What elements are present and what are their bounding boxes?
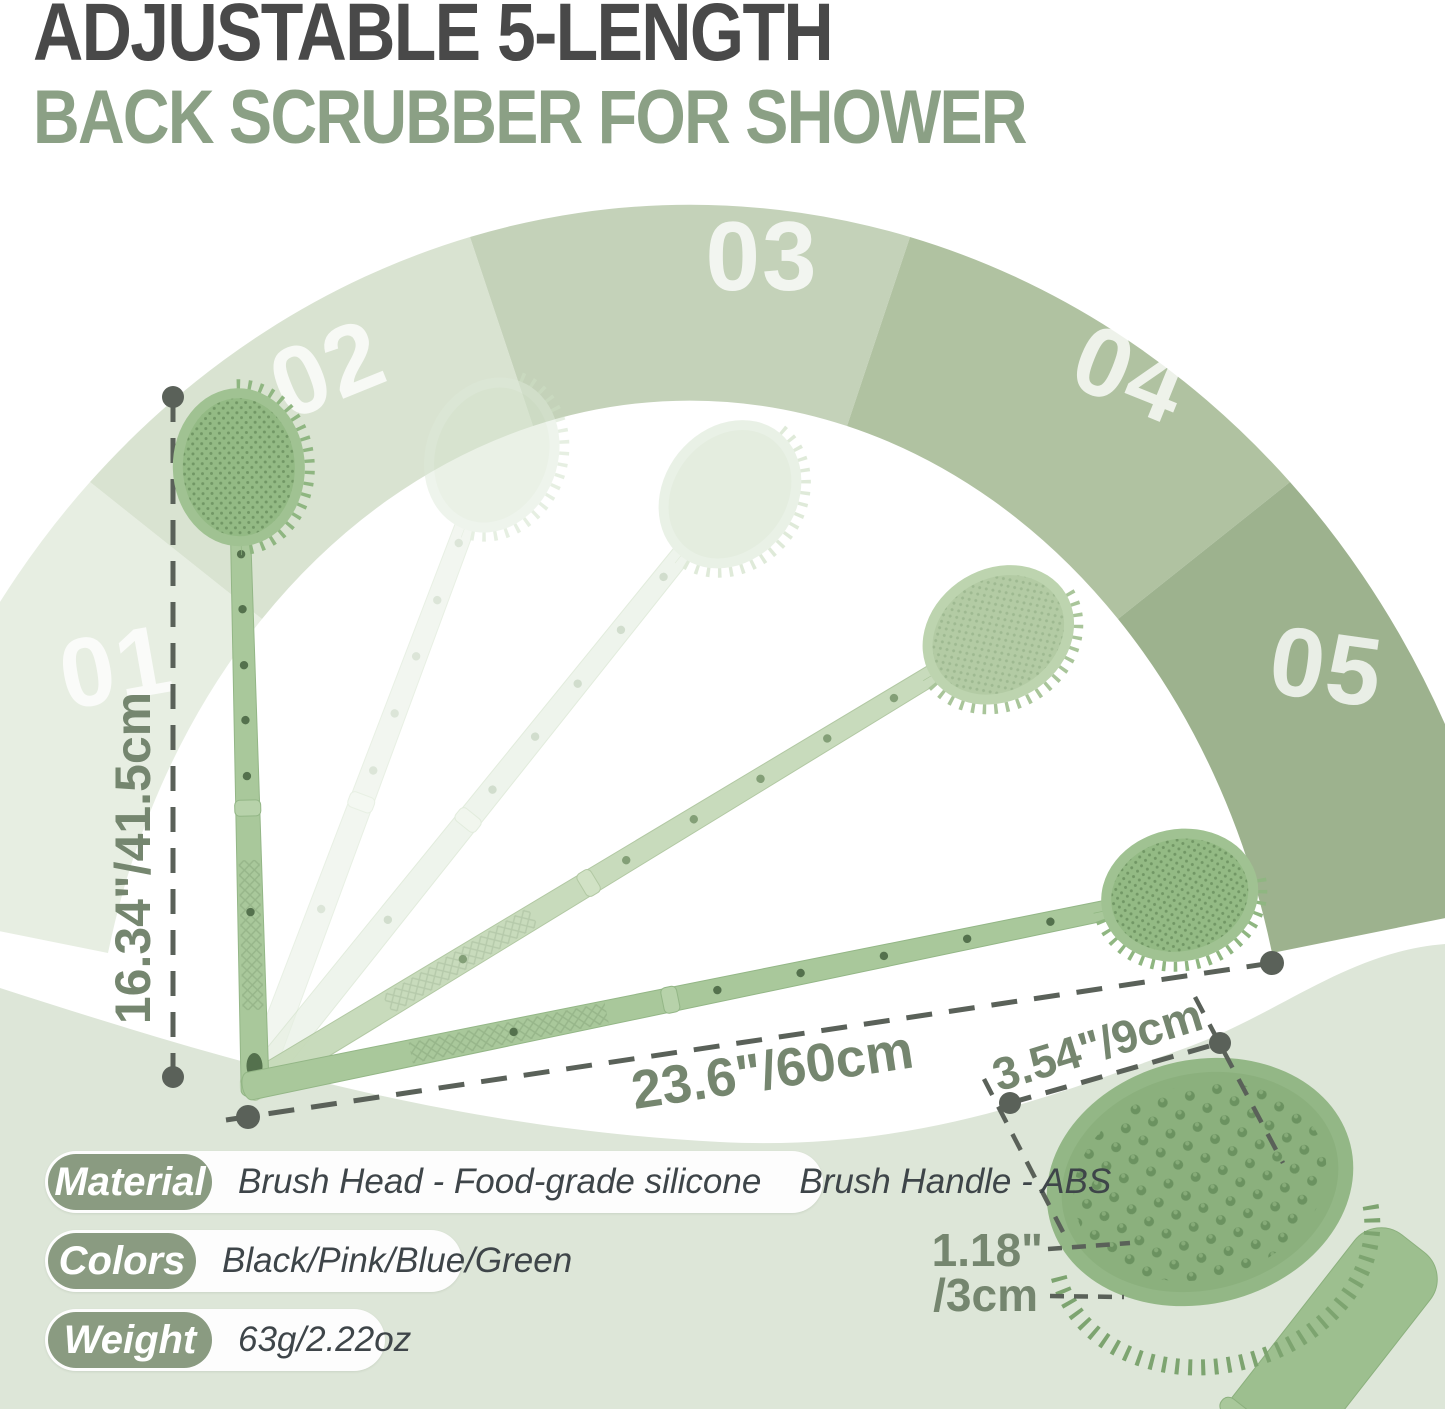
head-thickness-measurement-lines bbox=[1047, 1240, 1131, 1300]
brush-position-2-ghost bbox=[239, 372, 570, 1100]
arc-segment-04 bbox=[847, 237, 1290, 619]
arc-number-03: 03 bbox=[705, 201, 818, 311]
head-thickness-label-cm: /3cm bbox=[933, 1269, 1038, 1321]
spec-label-weight: Weight bbox=[48, 1312, 212, 1368]
spec-list: Material Brush Head - Food-grade silicon… bbox=[45, 1151, 1111, 1388]
spec-row-colors: Colors Black/Pink/Blue/Green bbox=[45, 1230, 572, 1292]
title-line-1: ADJUSTABLE 5-LENGTH bbox=[33, 0, 834, 78]
brush-position-5 bbox=[241, 828, 1268, 1101]
arc-segment-03 bbox=[470, 204, 910, 426]
spec-value-weight: 63g/2.22oz bbox=[238, 1320, 412, 1359]
length-measurement-line bbox=[225, 951, 1284, 1129]
spec-value-colors: Black/Pink/Blue/Green bbox=[222, 1241, 573, 1280]
handle-height-label: 16.34"/41.5cm bbox=[105, 692, 161, 1024]
spec-label-material: Material bbox=[48, 1154, 212, 1210]
spec-row-weight: Weight 63g/2.22oz bbox=[45, 1309, 411, 1371]
brush-position-1 bbox=[172, 379, 315, 1099]
arc-number-05: 05 bbox=[1263, 604, 1390, 729]
head-thickness-label-inch: 1.18" bbox=[932, 1224, 1043, 1276]
spec-value-material-head: Brush Head - Food-grade silicone bbox=[238, 1162, 762, 1201]
handle-length-label: 23.6"/60cm bbox=[628, 1020, 918, 1121]
height-measurement-line bbox=[162, 386, 184, 1088]
title-line-2: BACK SCRUBBER FOR SHOWER bbox=[33, 75, 1028, 160]
spec-label-colors: Colors bbox=[48, 1233, 196, 1289]
spec-value-material-handle: Brush Handle - ABS bbox=[799, 1162, 1112, 1201]
arc-segment-05 bbox=[1118, 482, 1445, 953]
spec-row-material: Material Brush Head - Food-grade silicon… bbox=[45, 1151, 1111, 1213]
brush-position-4 bbox=[240, 565, 1084, 1101]
title-block: ADJUSTABLE 5-LENGTH BACK SCRUBBER FOR SH… bbox=[33, 0, 1201, 156]
head-width-measurement-line bbox=[982, 995, 1285, 1234]
arc-segment-01 bbox=[0, 482, 262, 953]
closeup-handle bbox=[1203, 1227, 1438, 1409]
arc-number-01: 01 bbox=[51, 603, 181, 731]
